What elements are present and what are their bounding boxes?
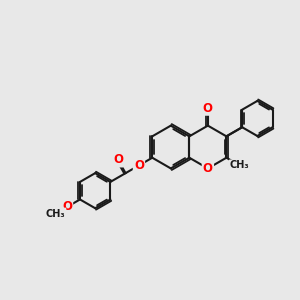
Text: O: O	[113, 153, 123, 166]
Text: O: O	[203, 162, 213, 175]
Text: CH₃: CH₃	[230, 160, 250, 170]
Text: O: O	[203, 102, 213, 115]
Text: O: O	[62, 200, 72, 213]
Text: CH₃: CH₃	[46, 208, 65, 219]
Text: O: O	[134, 159, 144, 172]
